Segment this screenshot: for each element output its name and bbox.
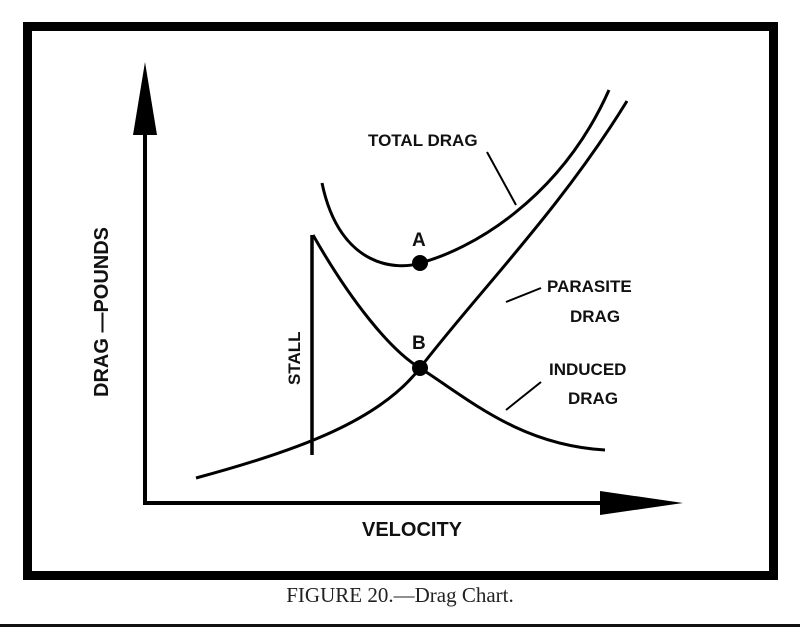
leader-induced-drag: [505, 381, 542, 411]
label-point-b: B: [412, 333, 426, 354]
y-axis-label: DRAG —POUNDS: [91, 227, 113, 397]
leader-parasite-drag: [505, 287, 542, 303]
point-b: [412, 360, 428, 376]
point-a: [412, 255, 428, 271]
bottom-rule: [0, 624, 800, 627]
label-induced-drag-1: INDUCED: [549, 360, 626, 379]
label-stall: STALL: [285, 331, 304, 385]
leader-total-drag: [486, 151, 517, 206]
y-axis-arrow: [133, 62, 157, 135]
label-parasite-drag-2: DRAG: [570, 307, 620, 326]
label-total-drag: TOTAL DRAG: [368, 131, 478, 150]
x-axis-label: VELOCITY: [362, 519, 463, 541]
label-induced-drag-2: DRAG: [568, 389, 618, 408]
label-point-a: A: [412, 230, 426, 251]
series-total-drag: [320, 89, 611, 268]
x-axis-arrow: [600, 491, 683, 515]
label-parasite-drag-1: PARASITE: [547, 277, 632, 296]
figure-caption: FIGURE 20.—Drag Chart.: [286, 583, 514, 607]
